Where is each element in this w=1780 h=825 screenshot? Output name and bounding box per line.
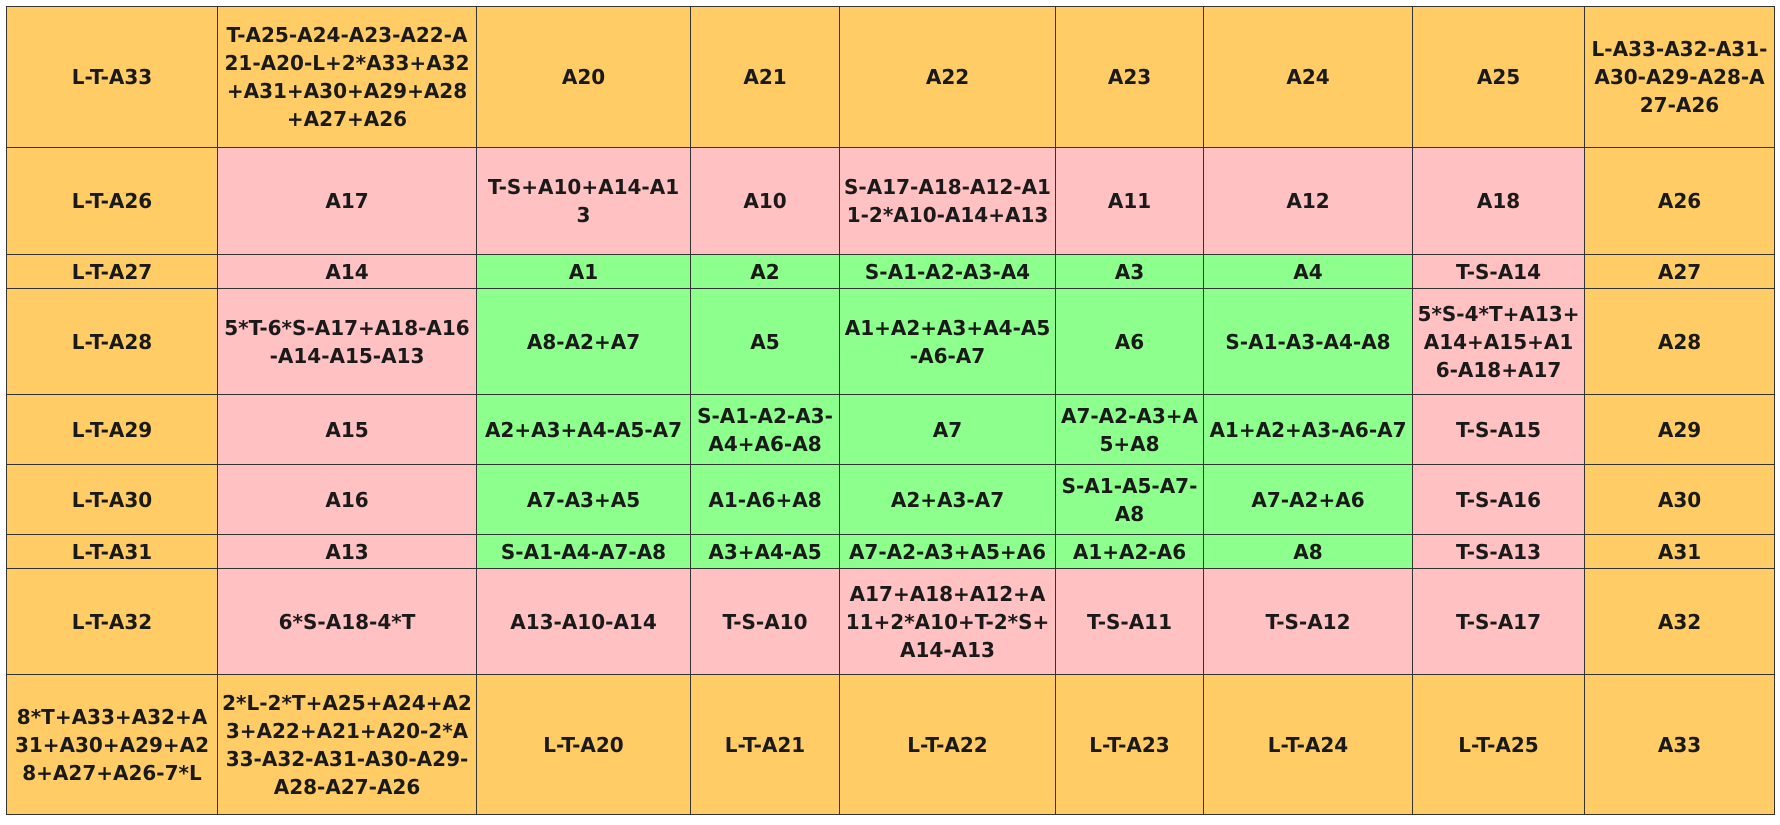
grid-cell: T-S+A10+A14-A13 [476, 147, 691, 255]
grid-cell: S-A1-A5-A7-A8 [1055, 464, 1204, 535]
grid-cell: L-T-A27 [6, 254, 218, 289]
grid-cell: A7-A2-A3+A5+A6 [839, 534, 1056, 569]
grid-cell: T-S-A14 [1412, 254, 1585, 289]
grid-cell: A3+A4-A5 [690, 534, 840, 569]
grid-cell: S-A1-A2-A3-A4+A6-A8 [690, 394, 840, 465]
grid-cell: A25 [1412, 6, 1585, 148]
grid-cell: T-S-A15 [1412, 394, 1585, 465]
grid-cell: A28 [1584, 288, 1775, 395]
grid-cell: A2 [690, 254, 840, 289]
grid-cell: A8-A2+A7 [476, 288, 691, 395]
grid-cell: 2*L-2*T+A25+A24+A23+A22+A21+A20-2*A33-A3… [217, 674, 477, 815]
grid-cell: L-T-A22 [839, 674, 1056, 815]
grid-cell: A10 [690, 147, 840, 255]
grid-cell: A18 [1412, 147, 1585, 255]
grid-cell: A5 [690, 288, 840, 395]
grid-cell: A13-A10-A14 [476, 568, 691, 675]
grid-cell: A6 [1055, 288, 1204, 395]
grid-cell: A1 [476, 254, 691, 289]
grid-cell: L-T-A23 [1055, 674, 1204, 815]
grid-cell: T-S-A16 [1412, 464, 1585, 535]
grid-cell: A3 [1055, 254, 1204, 289]
grid-cell: A12 [1203, 147, 1413, 255]
formula-grid: L-T-A33 T-A25-A24-A23-A22-A21-A20-L+2*A33… [6, 6, 1775, 815]
grid-row: L-T-A30 A16 A7-A3+A5 A1-A6+A8 A2+A3-A7 S-A1-A… [6, 464, 1775, 535]
grid-cell: A7 [839, 394, 1056, 465]
grid-cell: A32 [1584, 568, 1775, 675]
grid-cell: L-T-A28 [6, 288, 218, 395]
grid-cell: T-S-A13 [1412, 534, 1585, 569]
grid-cell: A23 [1055, 6, 1204, 148]
grid-cell: A31 [1584, 534, 1775, 569]
grid-cell: L-T-A26 [6, 147, 218, 255]
grid-row: L-T-A32 6*S-A18-4*T A13-A10-A14 T-S-A10 A17+… [6, 568, 1775, 675]
grid-cell: L-T-A31 [6, 534, 218, 569]
grid-cell: L-T-A25 [1412, 674, 1585, 815]
grid-cell: T-A25-A24-A23-A22-A21-A20-L+2*A33+A32+A3… [217, 6, 477, 148]
grid-cell: L-T-A32 [6, 568, 218, 675]
grid-cell: 5*T-6*S-A17+A18-A16-A14-A15-A13 [217, 288, 477, 395]
grid-row: L-T-A29 A15 A2+A3+A4-A5-A7 S-A1-A2-A3-A4+A6… [6, 394, 1775, 465]
grid-cell: A4 [1203, 254, 1413, 289]
grid-cell: A8 [1203, 534, 1413, 569]
grid-cell: A7-A2-A3+A5+A8 [1055, 394, 1204, 465]
grid-cell: 8*T+A33+A32+A31+A30+A29+A28+A27+A26-7*L [6, 674, 218, 815]
grid-cell: A33 [1584, 674, 1775, 815]
grid-row: L-T-A33 T-A25-A24-A23-A22-A21-A20-L+2*A33… [6, 6, 1775, 148]
grid-cell: A16 [217, 464, 477, 535]
grid-cell: A13 [217, 534, 477, 569]
grid-row: L-T-A26 A17 T-S+A10+A14-A13 A10 S-A17-A18-A1… [6, 147, 1775, 255]
grid-cell: 5*S-4*T+A13+A14+A15+A16-A18+A17 [1412, 288, 1585, 395]
grid-cell: T-S-A17 [1412, 568, 1585, 675]
grid-cell: L-A33-A32-A31-A30-A29-A28-A27-A26 [1584, 6, 1775, 148]
grid-row: L-T-A31 A13 S-A1-A4-A7-A8 A3+A4-A5 A7-A2-A3+… [6, 534, 1775, 569]
grid-cell: S-A1-A4-A7-A8 [476, 534, 691, 569]
grid-cell: L-T-A24 [1203, 674, 1413, 815]
grid-cell: A1+A2-A6 [1055, 534, 1204, 569]
grid-cell: A11 [1055, 147, 1204, 255]
grid-cell: L-T-A29 [6, 394, 218, 465]
grid-cell: A20 [476, 6, 691, 148]
grid-cell: T-S-A11 [1055, 568, 1204, 675]
grid-cell: L-T-A20 [476, 674, 691, 815]
grid-cell: A1-A6+A8 [690, 464, 840, 535]
grid-cell: L-T-A33 [6, 6, 218, 148]
grid-cell: A26 [1584, 147, 1775, 255]
grid-cell: A2+A3-A7 [839, 464, 1056, 535]
grid-cell: S-A1-A3-A4-A8 [1203, 288, 1413, 395]
grid-cell: S-A1-A2-A3-A4 [839, 254, 1056, 289]
grid-cell: A14 [217, 254, 477, 289]
grid-cell: T-S-A12 [1203, 568, 1413, 675]
grid-cell: L-T-A21 [690, 674, 840, 815]
grid-row: L-T-A28 5*T-6*S-A17+A18-A16-A14-A15-A13 A8… [6, 288, 1775, 395]
grid-cell: A22 [839, 6, 1056, 148]
grid-cell: A30 [1584, 464, 1775, 535]
grid-cell: A24 [1203, 6, 1413, 148]
grid-row: L-T-A27 A14 A1 A2 S-A1-A2-A3-A4 A3 A4 T-S-A14 A2… [6, 254, 1775, 289]
grid-cell: L-T-A30 [6, 464, 218, 535]
grid-cell: A27 [1584, 254, 1775, 289]
grid-cell: A15 [217, 394, 477, 465]
grid-cell: A17+A18+A12+A11+2*A10+T-2*S+A14-A13 [839, 568, 1056, 675]
grid-cell: A1+A2+A3+A4-A5-A6-A7 [839, 288, 1056, 395]
grid-cell: A2+A3+A4-A5-A7 [476, 394, 691, 465]
grid-cell: S-A17-A18-A12-A11-2*A10-A14+A13 [839, 147, 1056, 255]
grid-cell: A29 [1584, 394, 1775, 465]
grid-cell: A7-A3+A5 [476, 464, 691, 535]
grid-cell: T-S-A10 [690, 568, 840, 675]
grid-row: 8*T+A33+A32+A31+A30+A29+A28+A27+A26-7*L 2… [6, 674, 1775, 815]
grid-cell: A21 [690, 6, 840, 148]
grid-cell: A7-A2+A6 [1203, 464, 1413, 535]
grid-cell: 6*S-A18-4*T [217, 568, 477, 675]
grid-cell: A17 [217, 147, 477, 255]
grid-cell: A1+A2+A3-A6-A7 [1203, 394, 1413, 465]
